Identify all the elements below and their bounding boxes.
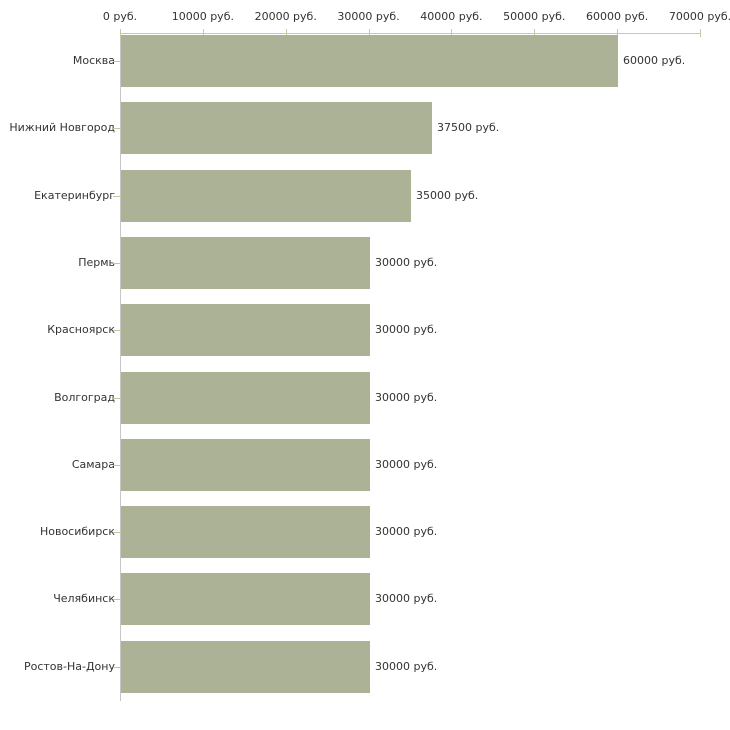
category-tick-mark <box>113 532 120 533</box>
value-label: 30000 руб. <box>375 391 438 404</box>
bar <box>121 102 432 154</box>
value-label: 30000 руб. <box>375 592 438 605</box>
x-axis-tick-label: 40000 руб. <box>420 10 483 23</box>
category-tick-mark <box>113 599 120 600</box>
bar <box>121 439 370 491</box>
x-axis-tick-label: 70000 руб. <box>668 10 730 23</box>
category-tick-mark <box>113 128 120 129</box>
value-label: 30000 руб. <box>375 525 438 538</box>
category-label: Нижний Новгород <box>9 121 115 134</box>
category-label: Красноярск <box>47 323 115 336</box>
bar <box>121 372 370 424</box>
bar <box>121 237 370 289</box>
value-label: 35000 руб. <box>416 189 479 202</box>
value-label: 30000 руб. <box>375 323 438 336</box>
category-tick-mark <box>113 667 120 668</box>
category-tick-mark <box>113 398 120 399</box>
bar <box>121 641 370 693</box>
x-axis-tick-label: 0 руб. <box>102 10 138 23</box>
value-label: 30000 руб. <box>375 256 438 269</box>
category-label: Екатеринбург <box>34 189 115 202</box>
bar <box>121 304 370 356</box>
category-tick-mark <box>113 330 120 331</box>
bar <box>121 573 370 625</box>
category-label: Волгоград <box>54 391 115 404</box>
x-axis-tick-label: 50000 руб. <box>503 10 566 23</box>
category-tick-mark <box>113 196 120 197</box>
value-label: 60000 руб. <box>623 54 686 67</box>
category-tick-mark <box>113 61 120 62</box>
category-tick-mark <box>113 263 120 264</box>
x-axis-tick-label: 20000 руб. <box>254 10 317 23</box>
category-label: Челябинск <box>53 592 115 605</box>
category-tick-mark <box>113 465 120 466</box>
x-axis-tick-mark <box>617 29 619 37</box>
x-axis-tick-label: 60000 руб. <box>586 10 649 23</box>
value-label: 30000 руб. <box>375 458 438 471</box>
x-axis-tick-label: 10000 руб. <box>171 10 234 23</box>
x-axis-tick-mark <box>202 29 204 37</box>
value-label: 37500 руб. <box>437 121 500 134</box>
y-axis-line <box>120 33 121 701</box>
x-axis-tick-mark <box>285 29 287 37</box>
x-axis-tick-mark <box>120 29 121 37</box>
x-axis-line <box>120 33 701 34</box>
category-label: Новосибирск <box>39 525 115 538</box>
bar <box>121 506 370 558</box>
category-label: Ростов-На-Дону <box>23 660 115 673</box>
value-label: 30000 руб. <box>375 660 438 673</box>
x-axis-tick-mark <box>700 29 701 37</box>
bar <box>121 35 618 87</box>
category-label: Москва <box>72 54 115 67</box>
category-label: Пермь <box>78 256 115 269</box>
bar <box>121 170 411 222</box>
category-label: Самара <box>71 458 115 471</box>
x-axis-tick-label: 30000 руб. <box>337 10 400 23</box>
x-axis-tick-mark <box>368 29 370 37</box>
x-axis-tick-mark <box>451 29 453 37</box>
x-axis-tick-mark <box>534 29 536 37</box>
